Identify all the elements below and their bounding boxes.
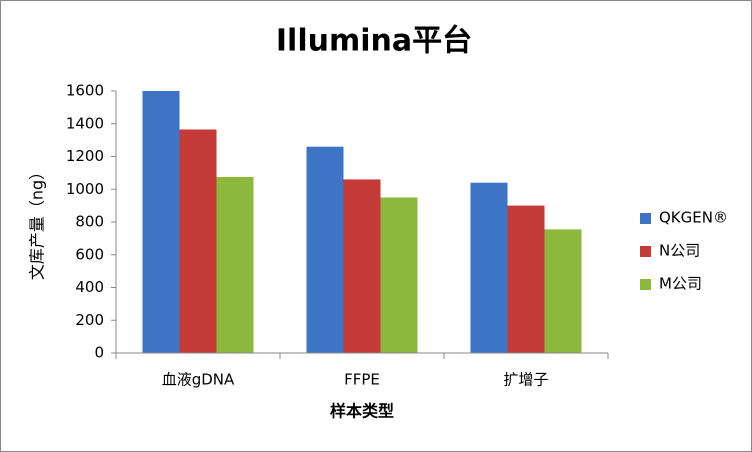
x-axis-title: 样本类型 — [330, 402, 394, 421]
y-axis-title: 文库产量（ng） — [28, 164, 47, 280]
legend-swatch — [640, 279, 651, 290]
bar — [142, 91, 180, 353]
bar — [544, 229, 582, 353]
y-tick-label: 800 — [75, 213, 104, 231]
bar — [507, 205, 545, 353]
chart-title: Illumina平台 — [276, 24, 472, 59]
bar — [343, 179, 381, 353]
y-tick-label: 600 — [75, 245, 104, 263]
bar — [216, 176, 254, 353]
legend-label: M公司 — [659, 275, 702, 293]
y-tick-label: 1000 — [66, 180, 104, 198]
legend-label: N公司 — [659, 242, 700, 260]
legend-swatch — [640, 246, 651, 257]
y-tick-label: 1200 — [66, 147, 104, 165]
y-tick-label: 200 — [75, 311, 104, 329]
y-tick-label: 400 — [75, 278, 104, 296]
y-tick-label: 1400 — [66, 114, 104, 132]
y-tick-label: 1600 — [66, 82, 104, 100]
bar — [179, 129, 217, 353]
legend-label: QKGEN® — [659, 209, 728, 227]
bar — [380, 197, 418, 353]
bar — [306, 146, 344, 353]
x-tick-label: 血液gDNA — [162, 371, 235, 389]
x-tick-label: 扩增子 — [503, 371, 548, 389]
x-tick-label: FFPE — [344, 371, 380, 389]
y-tick-label: 0 — [94, 344, 104, 362]
legend-swatch — [640, 213, 651, 224]
bar — [470, 182, 508, 353]
